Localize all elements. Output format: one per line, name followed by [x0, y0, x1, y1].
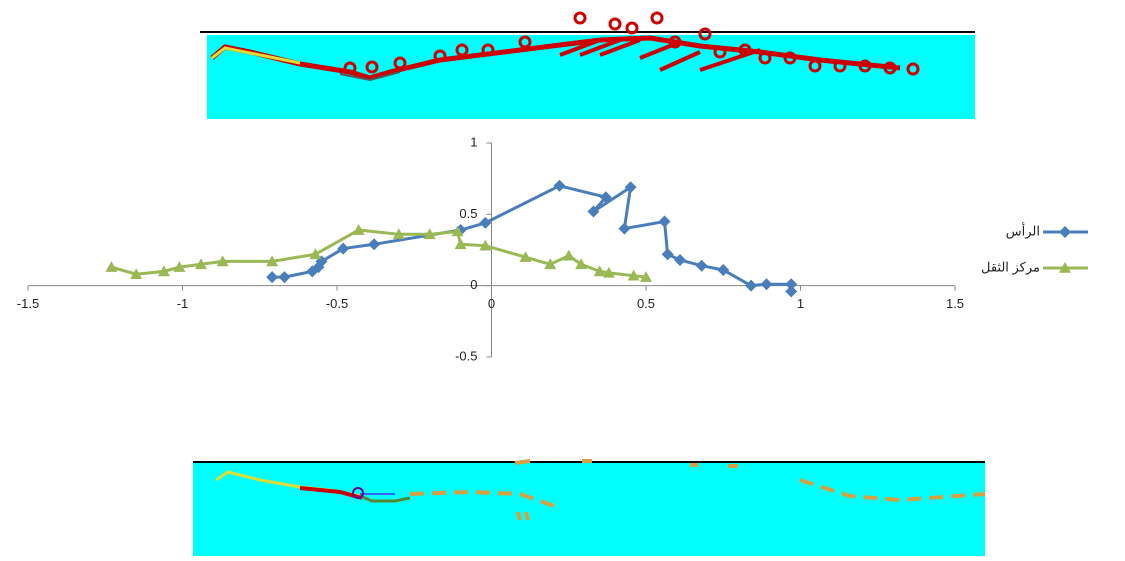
- x-tick-label: 0: [488, 296, 495, 311]
- top-illustration: [200, 13, 975, 119]
- point: [563, 250, 575, 261]
- legend-marker: [1059, 226, 1071, 238]
- x-tick-label: -1: [177, 296, 189, 311]
- x-tick-label: 1.5: [946, 296, 964, 311]
- point: [674, 254, 686, 266]
- page: {"chart_data": { "type": "line", "xlim":…: [0, 0, 1125, 556]
- x-tick-label: -0.5: [326, 296, 348, 311]
- y-tick-label: -0.5: [455, 348, 477, 363]
- point: [717, 264, 729, 276]
- x-tick-label: -1.5: [17, 296, 39, 311]
- figure: -1.5 -1 -0.5 0 0.5 1 1.5 -0.5 0 0.5 1 الرأس مركز الث…: [0, 0, 1125, 556]
- bottom-illustration: [193, 461, 985, 556]
- point: [278, 271, 290, 283]
- point: [618, 223, 630, 235]
- point: [105, 261, 117, 272]
- legend-label: مركز الثقل: [981, 259, 1040, 275]
- point: [479, 217, 491, 229]
- y-tick-label: 0: [470, 277, 477, 292]
- y-tick-label: 1: [470, 134, 477, 149]
- point: [659, 215, 671, 227]
- y-tick-label: 0.5: [459, 206, 477, 221]
- point: [761, 278, 773, 290]
- point: [785, 285, 797, 297]
- series-line: [111, 230, 646, 277]
- point: [266, 271, 278, 283]
- legend-label: الرأس: [1006, 222, 1040, 239]
- x-tick-label: 0.5: [637, 296, 655, 311]
- x-tick-label: 1: [797, 296, 804, 311]
- panel-background: [193, 463, 985, 556]
- legend: الرأس مركز الثقل: [981, 222, 1088, 275]
- point: [745, 280, 757, 292]
- panel-background: [207, 35, 975, 119]
- point: [696, 260, 708, 272]
- series-line: [272, 186, 791, 292]
- point: [368, 238, 380, 250]
- point: [553, 180, 565, 192]
- point: [662, 248, 674, 260]
